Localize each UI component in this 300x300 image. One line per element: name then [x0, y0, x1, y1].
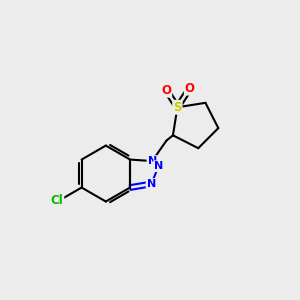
Text: O: O	[185, 82, 195, 94]
Text: N: N	[147, 179, 156, 189]
Text: S: S	[173, 101, 182, 114]
Text: O: O	[161, 84, 171, 97]
Text: N: N	[148, 156, 157, 166]
Text: Cl: Cl	[51, 194, 63, 207]
Text: N: N	[154, 161, 163, 171]
